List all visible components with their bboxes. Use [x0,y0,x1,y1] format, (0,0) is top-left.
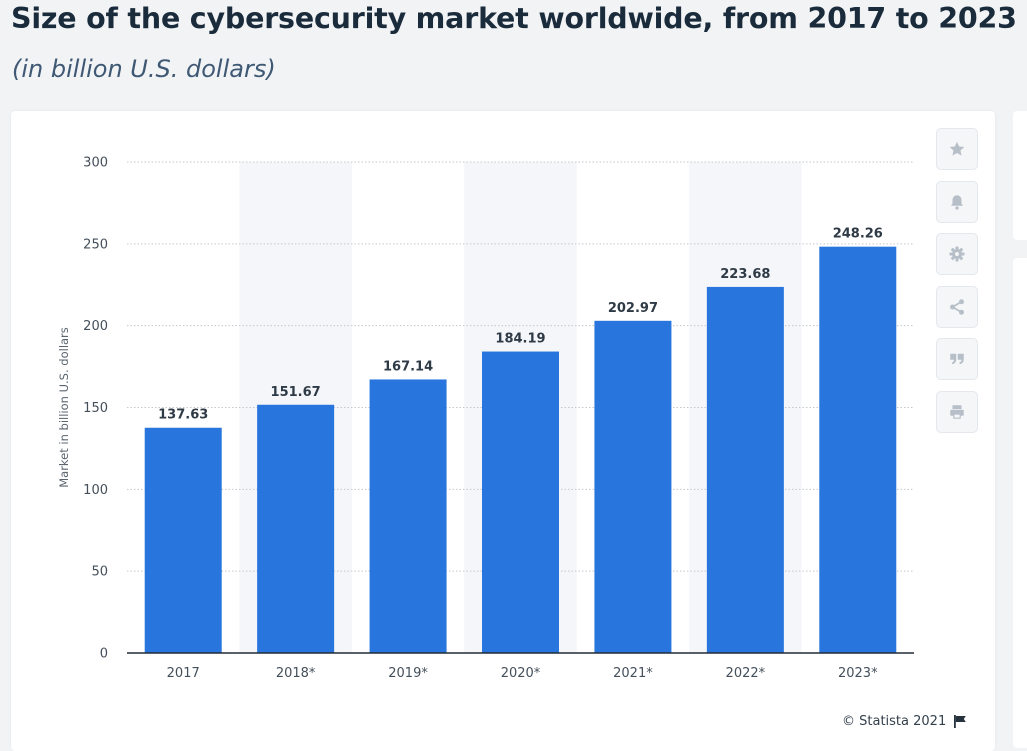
gear-icon [949,246,965,262]
page-title: Size of the cybersecurity market worldwi… [11,2,1017,35]
star-icon-button[interactable] [936,128,978,170]
y-tick-label: 300 [83,156,108,171]
page-subtitle: (in billion U.S. dollars) [12,55,276,83]
share-icon-button[interactable] [936,286,978,328]
y-tick-label: 100 [83,483,108,498]
bar [144,427,222,653]
y-tick-label: 50 [91,565,108,580]
print-icon-button[interactable] [936,391,978,433]
gear-icon-button[interactable] [936,233,978,275]
side-panel-edge [1013,111,1027,240]
bell-icon [951,195,963,210]
bell-icon-button[interactable] [936,181,978,223]
data-label: 202.97 [608,301,658,316]
x-tick-label: 2022* [726,666,766,681]
x-tick-label: 2021* [613,666,653,681]
x-tick-label: 2018* [276,666,316,681]
y-tick-label: 200 [83,319,108,334]
data-label: 151.67 [271,385,321,400]
side-panel-edge [1013,258,1027,748]
flag-icon [954,715,967,728]
data-label: 184.19 [495,332,545,347]
share-icon [950,299,964,315]
bar [819,246,897,653]
data-label: 137.63 [158,408,208,423]
data-label: 223.68 [720,267,770,282]
x-tick-label: 2020* [501,666,541,681]
bar [594,320,672,653]
quote-icon-button[interactable] [936,338,978,380]
bar [369,379,447,653]
x-tick-label: 2019* [388,666,428,681]
y-tick-label: 0 [100,647,108,662]
y-axis-title: Market in billion U.S. dollars [57,327,71,488]
y-tick-label: 250 [83,237,108,252]
star-icon [949,141,965,156]
bar [706,286,784,653]
bar [257,404,335,653]
x-tick-label: 2017 [167,666,200,681]
source-credit[interactable]: © Statista 2021 [842,714,967,729]
data-label: 248.26 [833,227,883,242]
bar [482,351,559,653]
y-tick-label: 150 [83,401,108,416]
quote-icon [950,353,964,365]
print-icon [950,405,964,419]
source-text: © Statista 2021 [842,714,947,729]
data-label: 167.14 [383,359,433,374]
x-tick-label: 2023* [838,666,878,681]
